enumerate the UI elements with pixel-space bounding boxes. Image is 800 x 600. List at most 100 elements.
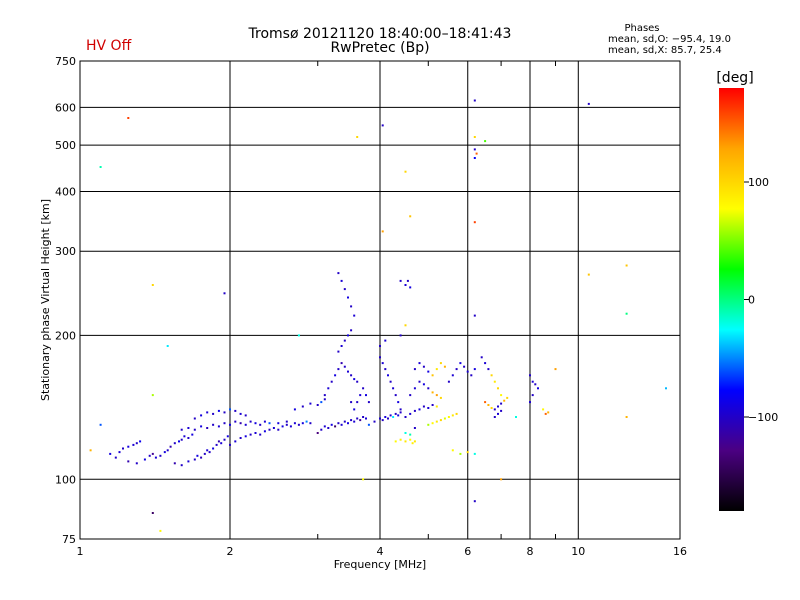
data-point: [503, 399, 506, 402]
data-point: [394, 394, 397, 397]
data-point: [413, 440, 416, 443]
data-point: [587, 273, 590, 276]
data-point: [480, 356, 483, 359]
data-point: [272, 427, 275, 429]
data-point: [203, 452, 206, 455]
data-point: [356, 417, 359, 420]
data-point: [200, 414, 203, 417]
data-point: [356, 136, 359, 138]
data-point: [392, 387, 395, 390]
data-point: [384, 368, 387, 371]
data-point: [301, 422, 304, 425]
data-point: [475, 152, 478, 155]
data-point: [404, 324, 407, 327]
data-point: [215, 443, 218, 446]
data-point: [422, 383, 425, 386]
data-point: [187, 460, 190, 463]
data-point: [193, 458, 196, 461]
data-point: [399, 438, 402, 441]
data-point: [473, 500, 476, 503]
data-point: [200, 425, 203, 428]
data-point: [487, 404, 490, 406]
plot-area: 1 2 4 6 8 10 16 75 100 200 300 400 500 600 750: [55, 55, 687, 558]
y-axis-label: Stationary phase Virtual Height [km]: [39, 199, 52, 401]
data-point: [159, 529, 162, 532]
data-point: [544, 412, 547, 415]
data-point: [200, 456, 203, 459]
data-point: [435, 405, 438, 408]
data-point: [418, 380, 421, 383]
data-point: [122, 447, 124, 450]
colorbar-tick-label: −100: [748, 411, 778, 424]
data-point: [337, 422, 340, 425]
data-point: [443, 365, 446, 368]
data-point: [191, 433, 194, 436]
data-point: [289, 425, 292, 428]
data-point: [529, 374, 531, 377]
data-point: [484, 401, 487, 404]
data-point: [327, 387, 330, 390]
data-point: [359, 419, 362, 422]
data-point: [427, 387, 430, 390]
data-point: [337, 350, 340, 353]
data-point: [206, 449, 209, 452]
data-point: [455, 368, 458, 371]
data-point: [187, 437, 190, 439]
data-point: [422, 365, 425, 368]
y-tick-label: 100: [55, 473, 76, 486]
data-point: [223, 438, 226, 441]
stats-heading: Phases: [624, 23, 659, 34]
data-point: [234, 440, 237, 443]
data-point: [409, 438, 412, 441]
data-point: [151, 394, 154, 397]
data-point: [180, 438, 183, 441]
data-point: [439, 362, 442, 365]
data-point: [350, 329, 353, 332]
data-point: [268, 422, 271, 425]
data-point: [443, 417, 446, 420]
data-point: [466, 451, 469, 454]
data-point: [196, 454, 199, 457]
data-point: [394, 412, 397, 415]
chart-title: Tromsø 20121120 18:40:00–18:41:43: [248, 26, 512, 42]
data-point: [229, 408, 231, 411]
data-point: [353, 420, 356, 423]
data-point: [340, 423, 343, 426]
data-point: [343, 339, 346, 342]
data-point: [327, 427, 330, 429]
data-point: [323, 394, 326, 397]
data-point: [459, 452, 462, 455]
data-point: [554, 368, 557, 371]
data-point: [473, 314, 476, 317]
data-point: [347, 422, 349, 425]
data-point: [193, 417, 196, 420]
data-point: [259, 423, 262, 426]
data-point: [625, 264, 628, 267]
data-point: [220, 442, 223, 445]
data-point: [347, 334, 349, 337]
data-point: [534, 383, 537, 386]
data-point: [359, 394, 362, 397]
data-point: [249, 420, 252, 423]
data-point: [379, 417, 381, 420]
data-point: [542, 408, 545, 411]
data-point: [334, 374, 337, 377]
data-point: [435, 368, 438, 371]
data-point: [487, 368, 490, 371]
data-point: [323, 398, 326, 401]
x-tick-label: 10: [571, 545, 585, 558]
data-point: [473, 136, 476, 138]
colorbar-tick-label: 0: [748, 294, 755, 307]
data-point: [330, 423, 333, 426]
data-point: [353, 408, 356, 411]
data-point: [493, 408, 496, 411]
x-axis-label: Frequency [MHz]: [334, 558, 426, 571]
data-point: [337, 272, 340, 275]
data-point: [547, 411, 550, 414]
data-point: [173, 442, 176, 445]
data-point: [350, 374, 353, 377]
data-point: [427, 407, 430, 409]
data-point: [159, 454, 162, 457]
data-point: [497, 405, 499, 408]
